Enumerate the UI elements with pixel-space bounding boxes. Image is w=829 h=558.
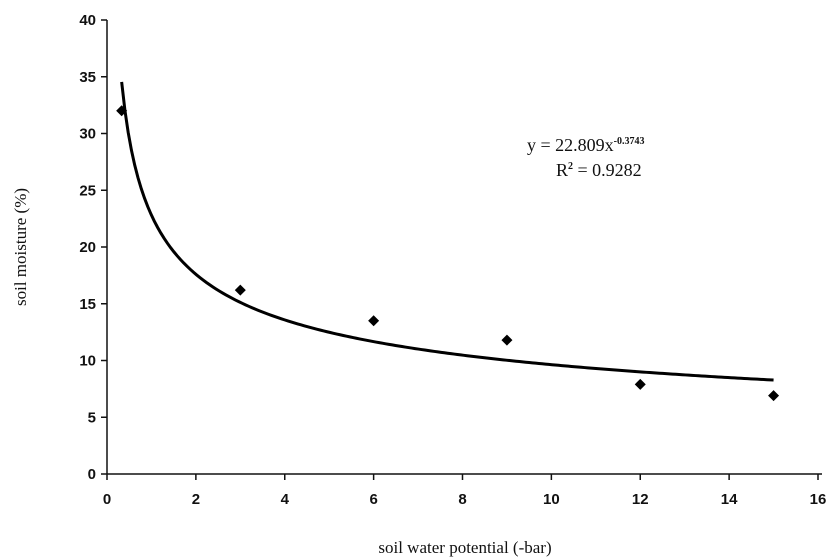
r-squared-annotation: R2 = 0.9282 <box>556 160 642 180</box>
equation-annotation: y = 22.809x-0.3743 <box>527 135 645 155</box>
data-point-marker <box>501 334 513 346</box>
y-tick-label: 30 <box>79 126 96 143</box>
r-squared-value: = 0.9282 <box>573 160 642 180</box>
data-point-marker <box>768 390 780 402</box>
x-axis-title: soil water potential (-bar) <box>378 538 551 557</box>
x-tick-label: 8 <box>458 491 466 508</box>
y-tick-label: 25 <box>79 182 96 199</box>
data-point-marker <box>116 105 128 117</box>
data-point-marker <box>368 315 380 327</box>
y-tick-label: 20 <box>79 239 96 256</box>
data-point-marker <box>234 284 246 296</box>
x-tick-label: 12 <box>632 491 649 508</box>
x-tick-label: 0 <box>103 491 111 508</box>
y-tick-label: 10 <box>79 353 96 370</box>
equation-base: y = 22.809x <box>527 135 614 155</box>
y-tick-label: 15 <box>79 296 96 313</box>
x-tick-label: 2 <box>192 491 200 508</box>
data-point-marker <box>634 378 646 390</box>
x-tick-label: 4 <box>281 491 290 508</box>
x-tick-label: 10 <box>543 491 560 508</box>
y-tick-label: 40 <box>79 12 96 29</box>
y-tick-label: 35 <box>79 69 96 86</box>
x-ticks: 0 2 4 6 8 10 12 14 16 <box>103 474 827 508</box>
r-squared-exponent: 2 <box>568 161 573 172</box>
y-tick-label: 0 <box>88 466 96 483</box>
x-tick-label: 6 <box>369 491 377 508</box>
equation-exponent: -0.3743 <box>614 136 645 147</box>
data-points <box>116 105 780 402</box>
power-trendline <box>120 81 774 382</box>
y-ticks: 0 5 10 15 20 25 30 35 40 <box>79 12 107 483</box>
x-tick-label: 16 <box>810 491 827 508</box>
y-axis-title: soil moisture (%) <box>11 188 30 306</box>
x-tick-label: 14 <box>721 491 738 508</box>
r-squared-base: R <box>556 160 568 180</box>
y-tick-label: 5 <box>88 409 96 426</box>
